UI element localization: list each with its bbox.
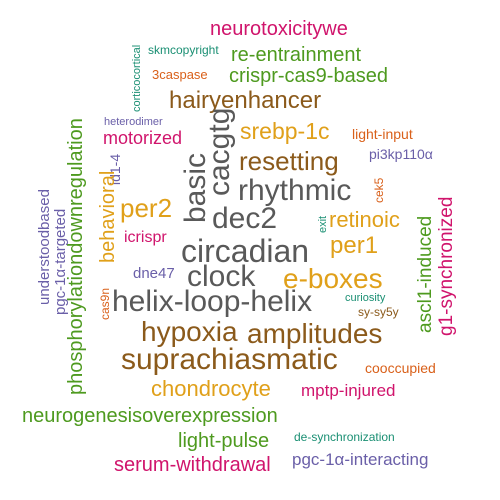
- word-neurotoxicitywe: neurotoxicitywe: [210, 18, 348, 40]
- word-dne47: dne47: [133, 265, 175, 282]
- word-pgc-1a-targeted: pgc-1α-targeted: [52, 208, 69, 315]
- word-resetting: resetting: [239, 146, 339, 176]
- word-clock: clock: [187, 260, 256, 293]
- word-mptp-injured: mptp-injured: [301, 381, 396, 400]
- word-re-entrainment: re-entrainment: [231, 44, 362, 66]
- word-icrispr: icrispr: [124, 229, 167, 246]
- word-dec2: dec2: [212, 202, 278, 235]
- word-hypoxia: hypoxia: [141, 316, 238, 347]
- word-light-input: light-input: [352, 126, 413, 142]
- word-pgc-1a-interacting: pgc-1α-interacting: [292, 450, 429, 469]
- word-sy-sy5y: sy-sy5y: [358, 305, 399, 319]
- word-cek5: cek5: [372, 177, 386, 203]
- word-neurogenesisoverexpression: neurogenesisoverexpression: [22, 405, 278, 427]
- word-cooccupied: cooccupied: [365, 360, 436, 376]
- word-motorized: motorized: [103, 128, 183, 148]
- word-curiosity: curiosity: [345, 292, 386, 304]
- word-cas9n: cas9n: [98, 287, 112, 320]
- word-skmcopyright: skmcopyright: [148, 43, 219, 57]
- word-per1: per1: [330, 232, 379, 259]
- word-heterodimer: heterodimer: [104, 116, 163, 128]
- word-retinoic: retinoic: [329, 207, 400, 232]
- word-pi3kp110a: pi3kp110α: [369, 146, 433, 162]
- word-hairyenhancer: hairyenhancer: [169, 87, 322, 114]
- word-ascl1-induced: ascl1-induced: [415, 215, 436, 333]
- word-corticocortical: corticocortical: [131, 44, 143, 112]
- word-e-boxes: e-boxes: [283, 263, 383, 294]
- word-helix-loop-helix: helix-loop-helix: [112, 285, 313, 318]
- word-serum-withdrawal: serum-withdrawal: [114, 454, 271, 476]
- word-srebp-1c: srebp-1c: [240, 118, 330, 144]
- word-understoodbased: understoodbased: [36, 189, 53, 305]
- word-de-synchronization: de-synchronization: [294, 430, 395, 444]
- word-phosphorylationdownregulation: phosphorylationdownregulation: [65, 118, 87, 395]
- word-basic: basic: [179, 152, 212, 223]
- word-g1-synchronized: g1-synchronized: [436, 196, 457, 336]
- word-behavioral: behavioral: [97, 170, 119, 263]
- word-light-pulse: light-pulse: [178, 430, 270, 452]
- word-rhythmic: rhythmic: [238, 174, 352, 207]
- word-circadian: circadian: [181, 233, 310, 269]
- word-per2: per2: [120, 193, 173, 223]
- word-amplitudes: amplitudes: [247, 318, 383, 349]
- word-3caspase: 3caspase: [152, 67, 208, 82]
- word-chondrocyte: chondrocyte: [151, 376, 271, 401]
- word-crispr-cas9-based: crispr-cas9-based: [229, 65, 388, 87]
- word-suprachiasmatic: suprachiasmatic: [121, 343, 338, 376]
- word-exit: exit: [317, 215, 329, 233]
